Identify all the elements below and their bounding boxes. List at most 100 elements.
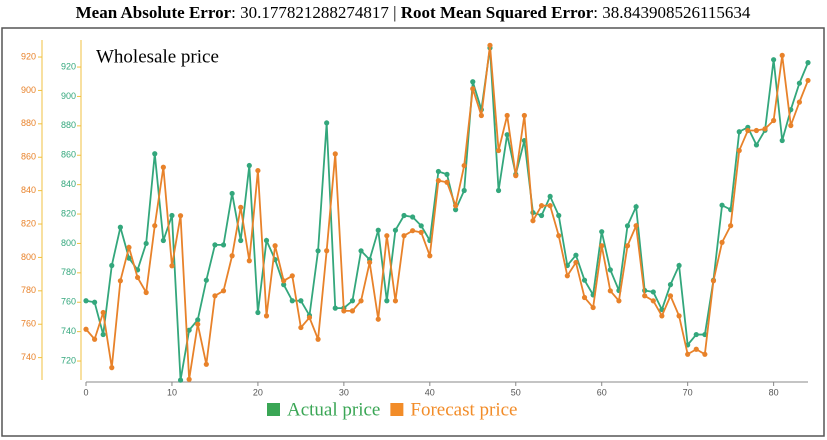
y2-tick-label: 900 [61,91,76,101]
data-point [538,203,545,209]
x-tick-label: 40 [425,387,435,397]
legend-swatch [390,403,404,416]
y2-tick-label: 820 [61,208,76,218]
data-point [607,288,613,294]
data-point [805,60,811,66]
data-point [152,223,158,229]
y-tick-label: 760 [21,319,36,329]
data-point [126,255,132,261]
data-point [650,289,656,295]
data-point [710,278,717,284]
data-point [779,137,785,144]
data-point [461,187,467,194]
data-point [556,233,562,239]
data-point [203,277,209,283]
data-point [796,99,803,105]
data-point [444,179,450,185]
data-point [195,321,201,327]
data-point [719,239,725,245]
legend-swatch [267,403,280,416]
data-point [452,203,459,209]
data-point [272,243,278,249]
data-point [332,151,338,157]
data-point [255,167,261,174]
y2-tick-label: 920 [61,61,76,71]
data-point [581,277,588,283]
data-point [599,243,605,249]
data-point [693,346,699,352]
x-tick-label: 70 [683,387,693,397]
data-point [109,365,115,371]
data-point [186,376,192,382]
data-point [435,178,442,184]
y2-tick-label: 780 [61,267,76,277]
data-point [375,316,381,322]
data-point [100,309,106,316]
data-point [788,122,794,129]
data-point [358,248,364,254]
data-point [263,237,270,244]
data-point [444,171,450,177]
x-tick-label: 10 [167,387,177,397]
data-point [435,168,442,175]
y2-tick-label: 800 [61,238,76,248]
data-point [315,248,321,254]
data-point [410,228,416,234]
series-line [85,45,809,380]
data-point [736,147,742,154]
data-point [762,126,768,132]
data-point [642,293,648,299]
legend-label: Actual price [287,399,380,420]
y-tick-label: 920 [21,51,36,61]
y2-tick-label: 860 [61,150,76,160]
y2-tick-label: 720 [61,355,76,365]
data-point [238,204,244,210]
data-point [736,129,742,135]
data-point [169,212,175,219]
data-point [624,243,631,249]
x-tick-label: 50 [511,387,521,397]
data-point [229,190,235,197]
y-tick-label: 840 [21,185,36,195]
data-point [392,298,399,304]
data-point [504,132,510,138]
data-point [109,262,115,269]
data-point [238,237,244,244]
data-point [203,361,209,367]
chart-frame [1,27,825,437]
data-point [143,240,149,247]
y2-tick-label: 880 [61,120,76,130]
data-point [547,203,553,209]
data-point [470,86,476,92]
y-tick-label: 860 [21,152,36,162]
y-tick-label: 740 [21,352,36,362]
data-point [487,42,493,48]
data-point [418,223,424,229]
data-point [126,244,132,251]
data-point [495,187,502,194]
data-point [152,151,158,157]
data-point [452,207,459,213]
data-point [117,224,123,230]
data-point [719,202,725,208]
y2-tick-label: 840 [61,179,76,189]
data-point [470,79,476,85]
data-point [220,242,227,248]
header-part: : 38.843908526115634 [593,3,751,22]
data-point [607,267,613,273]
data-point [83,326,89,332]
legend-label: Forecast price [410,399,517,420]
data-point [410,214,416,220]
data-point [676,313,682,319]
data-point [160,164,166,170]
y-tick-label: 780 [21,285,36,295]
data-point [401,212,407,219]
data-point [633,223,639,229]
data-point [392,227,399,233]
data-point [771,57,777,63]
data-point [160,237,166,244]
data-point [685,351,691,357]
y-tick-label: 880 [21,118,36,128]
data-point [384,233,390,239]
header-part: : 30.177821288274817 | [231,3,401,22]
